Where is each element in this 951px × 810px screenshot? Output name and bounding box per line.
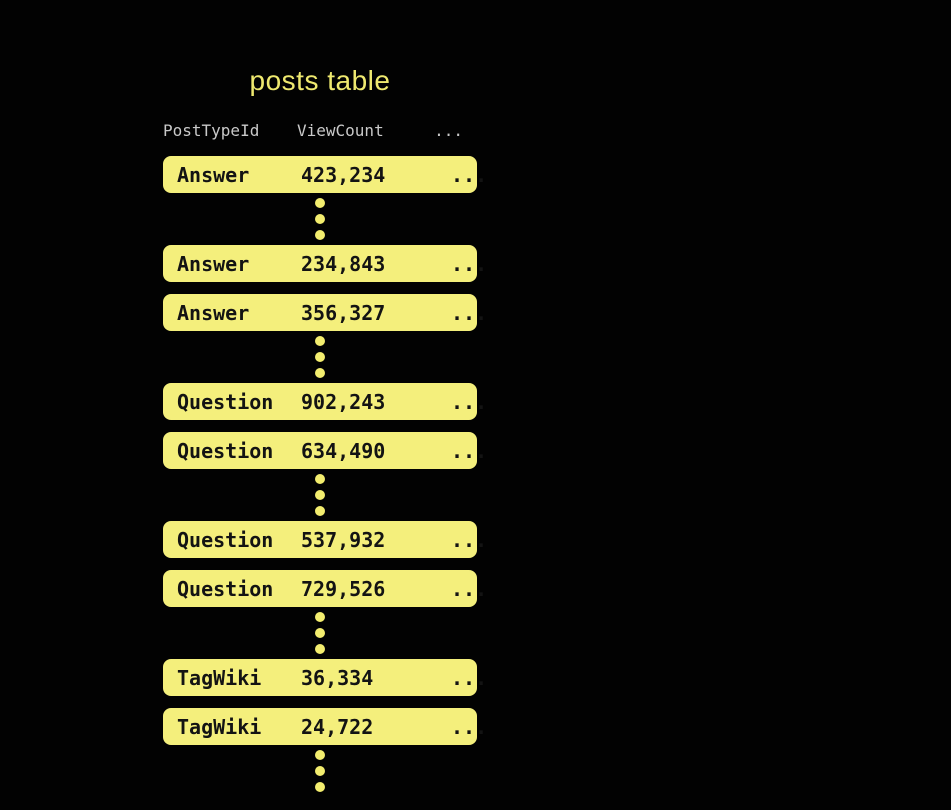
dot (315, 490, 325, 500)
post-type-cell: Answer (177, 162, 250, 187)
table-row: Answer 234,843 ... (163, 245, 487, 282)
post-type-cell: Answer (177, 300, 250, 325)
view-count-cell: 537,932 (301, 527, 386, 552)
row-ellipsis: ... (451, 714, 488, 739)
dot (315, 644, 325, 654)
row-ellipsis: ... (451, 251, 488, 276)
dot (315, 506, 325, 516)
view-count-cell: 356,327 (301, 300, 386, 325)
dot (315, 766, 325, 776)
post-type-cell: TagWiki (177, 665, 262, 690)
dot (315, 750, 325, 760)
view-count-cell: 36,334 (301, 665, 374, 690)
post-type-cell: TagWiki (177, 714, 262, 739)
table-row: Question 902,243 ... (163, 383, 487, 420)
table-row: TagWiki 36,334 ... (163, 659, 487, 696)
vertical-ellipsis-icon (163, 198, 477, 240)
dot (315, 198, 325, 208)
table-row: Answer 356,327 ... (163, 294, 487, 331)
dot (315, 612, 325, 622)
column-header-posttypeid: PostTypeId (163, 121, 260, 140)
row-ellipsis: ... (451, 438, 488, 463)
row-ellipsis: ... (451, 389, 488, 414)
posts-table-diagram: posts table PostTypeId ViewCount ... Ans… (163, 64, 487, 797)
table-row: Answer 423,234 ... (163, 156, 487, 193)
column-header-viewcount: ViewCount (297, 121, 384, 140)
vertical-ellipsis-icon (163, 336, 477, 378)
dot (315, 214, 325, 224)
post-type-cell: Question (177, 438, 274, 463)
dot (315, 782, 325, 792)
vertical-ellipsis-icon (163, 474, 477, 516)
dot (315, 352, 325, 362)
row-ellipsis: ... (451, 527, 488, 552)
dot (315, 336, 325, 346)
view-count-cell: 24,722 (301, 714, 374, 739)
table-row: Question 537,932 ... (163, 521, 487, 558)
post-type-cell: Question (177, 576, 274, 601)
view-count-cell: 423,234 (301, 162, 386, 187)
row-ellipsis: ... (451, 162, 488, 187)
post-type-cell: Answer (177, 251, 250, 276)
post-type-cell: Question (177, 389, 274, 414)
dot (315, 230, 325, 240)
row-ellipsis: ... (451, 665, 488, 690)
column-header-more: ... (434, 121, 463, 140)
page-title: posts table (249, 65, 391, 96)
row-ellipsis: ... (451, 300, 488, 325)
view-count-cell: 634,490 (301, 438, 386, 463)
dot (315, 474, 325, 484)
post-type-cell: Question (177, 527, 274, 552)
view-count-cell: 902,243 (301, 389, 386, 414)
table-header: PostTypeId ViewCount ... (163, 122, 477, 140)
dot (315, 628, 325, 638)
table-row: TagWiki 24,722 ... (163, 708, 487, 745)
dot (315, 368, 325, 378)
view-count-cell: 729,526 (301, 576, 386, 601)
vertical-ellipsis-icon (163, 750, 477, 792)
table-row: Question 634,490 ... (163, 432, 487, 469)
row-ellipsis: ... (451, 576, 488, 601)
view-count-cell: 234,843 (301, 251, 386, 276)
vertical-ellipsis-icon (163, 612, 477, 654)
table-row: Question 729,526 ... (163, 570, 487, 607)
